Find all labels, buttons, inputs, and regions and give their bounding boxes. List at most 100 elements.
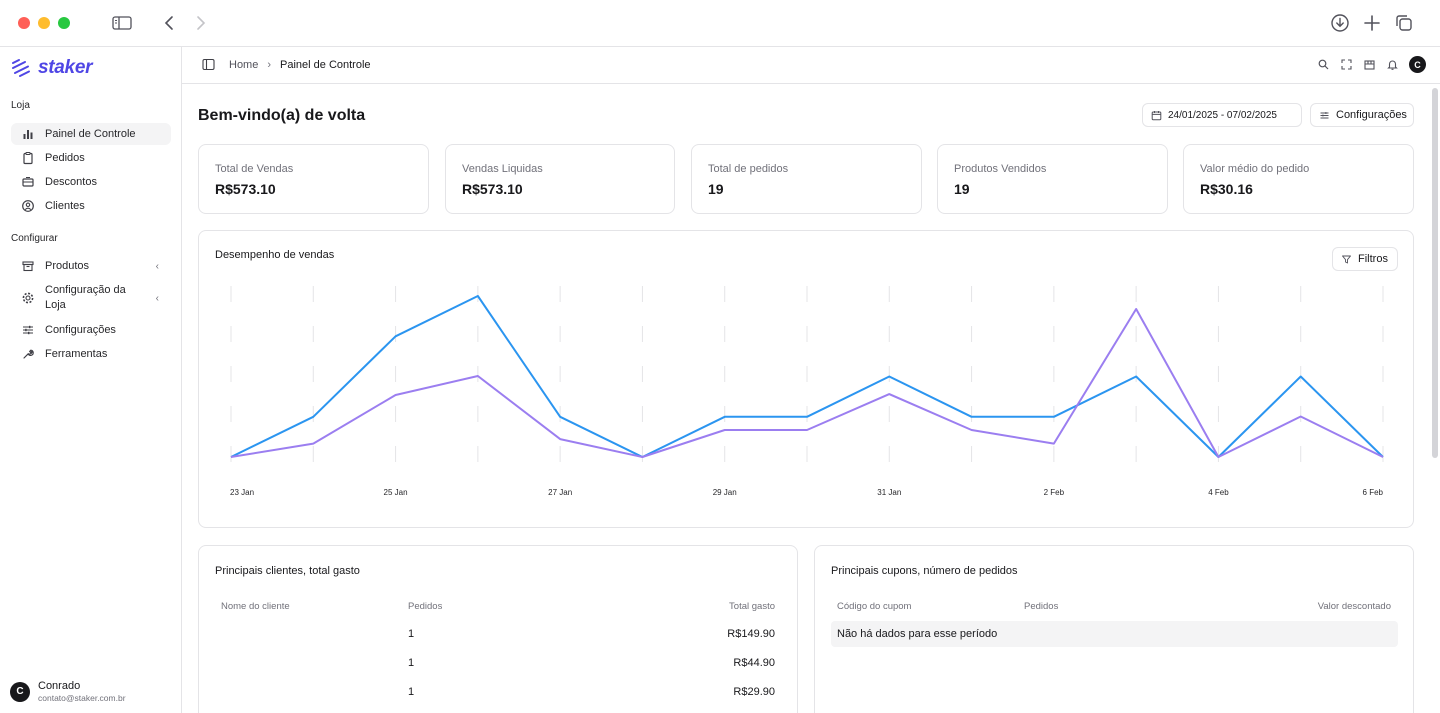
stat-value: 19 xyxy=(954,181,970,197)
sliders-icon xyxy=(21,323,35,337)
avatar[interactable]: C xyxy=(1409,56,1426,73)
user-circle-icon xyxy=(21,199,35,213)
breadcrumb: Home › Painel de Controle xyxy=(202,58,371,71)
x-tick-label: 2 Feb xyxy=(1044,488,1065,497)
series-line-2[interactable] xyxy=(230,308,1384,458)
top-customers-card: Principais clientes, total gasto Nome do… xyxy=(198,545,798,713)
sales-line-chart: 23 Jan 25 Jan 27 Jan 29 Jan 31 Jan 2 Feb 4 Feb… xyxy=(230,286,1384,497)
filters-button-label: Filtros xyxy=(1358,253,1388,265)
chevron-left-icon[interactable]: ‹ xyxy=(155,260,159,272)
top-coupons-title: Principais cupons, número de pedidos xyxy=(831,565,1018,577)
close-window-button[interactable] xyxy=(18,17,30,29)
stat-value: R$573.10 xyxy=(462,181,523,197)
breadcrumb-home[interactable]: Home xyxy=(229,58,259,71)
sidebar-item-label: Produtos xyxy=(45,260,90,272)
stat-card-valor-medio: Valor médio do pedido R$30.16 xyxy=(1183,144,1414,214)
total-spent: R$149.90 xyxy=(727,628,775,640)
panel-toggle-icon[interactable] xyxy=(202,58,215,71)
sidebar-item-label: Configuração da Loja xyxy=(45,284,126,311)
column-header-customer: Nome do cliente xyxy=(221,601,290,612)
x-tick-label: 4 Feb xyxy=(1208,488,1229,497)
archive-icon xyxy=(21,259,35,273)
total-spent: R$44.90 xyxy=(733,657,775,669)
new-tab-icon[interactable] xyxy=(1362,13,1382,33)
brand-logo[interactable]: staker xyxy=(10,57,93,79)
zoom-window-button[interactable] xyxy=(58,17,70,29)
filters-button[interactable]: Filtros xyxy=(1332,247,1398,271)
sidebar-item-ferramentas[interactable]: Ferramentas xyxy=(11,343,171,365)
settings-button-label: Configurações xyxy=(1336,109,1407,121)
clipboard-icon xyxy=(21,151,35,165)
stat-value: R$573.10 xyxy=(215,181,276,197)
sidebar-item-pedidos[interactable]: Pedidos xyxy=(11,147,171,169)
chevron-left-icon[interactable]: ‹ xyxy=(155,292,159,304)
sidebar-item-configuracao-da-loja[interactable]: Configuração da Loja ‹ xyxy=(11,281,171,315)
sidebar-toggle-icon[interactable] xyxy=(112,13,132,33)
calendar-icon xyxy=(1151,110,1162,121)
sidebar-item-painel-de-controle[interactable]: Painel de Controle xyxy=(11,123,171,145)
wrench-icon xyxy=(21,347,35,361)
back-icon[interactable] xyxy=(160,13,180,33)
order-count: 1 xyxy=(408,628,415,640)
minimize-window-button[interactable] xyxy=(38,17,50,29)
top-bar: Home › Painel de Controle C xyxy=(182,47,1440,84)
sliders-icon xyxy=(1319,110,1330,121)
sidebar-item-label: Descontos xyxy=(45,176,97,188)
avatar: C xyxy=(10,681,30,702)
empty-state-text: Não há dados para esse período xyxy=(837,628,998,640)
sidebar-item-configuracoes[interactable]: Configurações xyxy=(11,319,171,341)
stat-label: Vendas Liquidas xyxy=(462,163,543,175)
stat-label: Produtos Vendidos xyxy=(954,163,1047,175)
column-header-total: Total gasto xyxy=(729,601,775,612)
x-tick-label: 31 Jan xyxy=(877,488,901,497)
series-line-1[interactable] xyxy=(230,295,1384,458)
forward-icon[interactable] xyxy=(190,13,210,33)
chart-title: Desempenho de vendas xyxy=(215,249,335,261)
user-name: Conrado xyxy=(38,680,81,692)
order-count: 1 xyxy=(408,686,415,698)
brand-name: staker xyxy=(38,57,93,78)
staker-logo-icon xyxy=(10,57,32,79)
date-range-picker[interactable]: 24/01/2025 - 07/02/2025 xyxy=(1142,103,1302,127)
sidebar: staker Loja Painel de Controle Pedidos D… xyxy=(0,47,182,713)
column-header-coupon-code: Código do cupom xyxy=(837,601,912,612)
column-header-orders: Pedidos xyxy=(408,601,443,612)
filter-icon xyxy=(1341,254,1352,265)
date-range-label: 24/01/2025 - 07/02/2025 xyxy=(1168,109,1277,121)
store-icon[interactable] xyxy=(1363,58,1376,71)
user-email: contato@staker.com.br xyxy=(38,693,126,703)
stat-card-produtos-vendidos: Produtos Vendidos 19 xyxy=(937,144,1168,214)
stat-value: R$30.16 xyxy=(1200,181,1253,197)
x-tick-label: 27 Jan xyxy=(548,488,572,497)
sidebar-item-label: Painel de Controle xyxy=(45,128,136,140)
download-icon[interactable] xyxy=(1330,13,1350,33)
user-menu[interactable]: C Conrado contato@staker.com.br xyxy=(10,680,126,703)
column-header-orders: Pedidos xyxy=(1024,601,1059,612)
x-tick-label: 29 Jan xyxy=(713,488,737,497)
settings-button[interactable]: Configurações xyxy=(1310,103,1414,127)
breadcrumb-current: Painel de Controle xyxy=(280,58,371,71)
sidebar-item-clientes[interactable]: Clientes xyxy=(11,195,171,217)
browser-toolbar xyxy=(0,0,1440,47)
stat-label: Total de Vendas xyxy=(215,163,294,175)
tab-overview-icon[interactable] xyxy=(1394,13,1414,33)
top-coupons-card: Principais cupons, número de pedidos Cód… xyxy=(814,545,1414,713)
search-icon[interactable] xyxy=(1317,58,1330,71)
scrollbar[interactable] xyxy=(1432,88,1438,458)
sidebar-item-label: Ferramentas xyxy=(45,348,108,360)
group-label-store: Loja xyxy=(11,100,30,111)
bell-icon[interactable] xyxy=(1386,58,1399,71)
ticket-icon xyxy=(21,175,35,189)
sidebar-item-label: Pedidos xyxy=(45,152,85,164)
sidebar-item-produtos[interactable]: Produtos ‹ xyxy=(11,255,171,277)
top-customers-title: Principais clientes, total gasto xyxy=(215,565,360,577)
bar-chart-icon xyxy=(21,127,35,141)
sidebar-item-descontos[interactable]: Descontos xyxy=(11,171,171,193)
breadcrumb-separator-icon: › xyxy=(267,58,272,71)
fullscreen-icon[interactable] xyxy=(1340,58,1353,71)
sidebar-item-label: Configurações xyxy=(45,324,116,336)
main-content: Bem-vindo(a) de volta 24/01/2025 - 07/02… xyxy=(182,84,1440,713)
x-tick-label: 6 Feb xyxy=(1363,488,1384,497)
sidebar-item-label: Clientes xyxy=(45,200,85,212)
stat-value: 19 xyxy=(708,181,724,197)
